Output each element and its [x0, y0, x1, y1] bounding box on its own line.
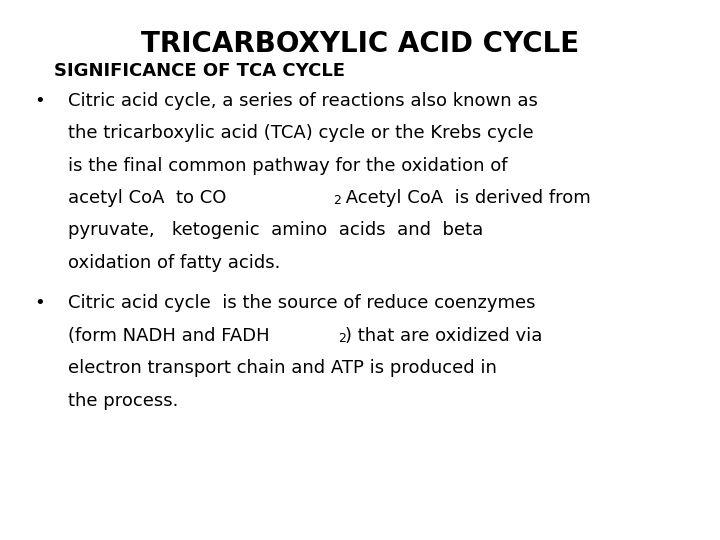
Text: acetyl CoA  to CO: acetyl CoA to CO	[68, 189, 227, 207]
Text: SIGNIFICANCE OF TCA CYCLE: SIGNIFICANCE OF TCA CYCLE	[54, 62, 345, 80]
Text: the tricarboxylic acid (TCA) cycle or the Krebs cycle: the tricarboxylic acid (TCA) cycle or th…	[68, 124, 534, 142]
Text: •: •	[35, 294, 45, 312]
Text: Citric acid cycle  is the source of reduce coenzymes: Citric acid cycle is the source of reduc…	[68, 294, 536, 312]
Text: TRICARBOXYLIC ACID CYCLE: TRICARBOXYLIC ACID CYCLE	[141, 30, 579, 58]
Text: the process.: the process.	[68, 392, 179, 409]
Text: 2: 2	[338, 332, 346, 345]
Text: 2: 2	[333, 194, 341, 207]
Text: •: •	[35, 92, 45, 110]
Text: ) that are oxidized via: ) that are oxidized via	[345, 327, 542, 345]
Text: oxidation of fatty acids.: oxidation of fatty acids.	[68, 254, 281, 272]
Text: Acetyl CoA  is derived from: Acetyl CoA is derived from	[340, 189, 590, 207]
Text: is the final common pathway for the oxidation of: is the final common pathway for the oxid…	[68, 157, 508, 174]
Text: pyruvate,   ketogenic  amino  acids  and  beta: pyruvate, ketogenic amino acids and beta	[68, 221, 484, 239]
Text: Citric acid cycle, a series of reactions also known as: Citric acid cycle, a series of reactions…	[68, 92, 539, 110]
Text: (form NADH and FADH: (form NADH and FADH	[68, 327, 270, 345]
Text: electron transport chain and ATP is produced in: electron transport chain and ATP is prod…	[68, 359, 498, 377]
